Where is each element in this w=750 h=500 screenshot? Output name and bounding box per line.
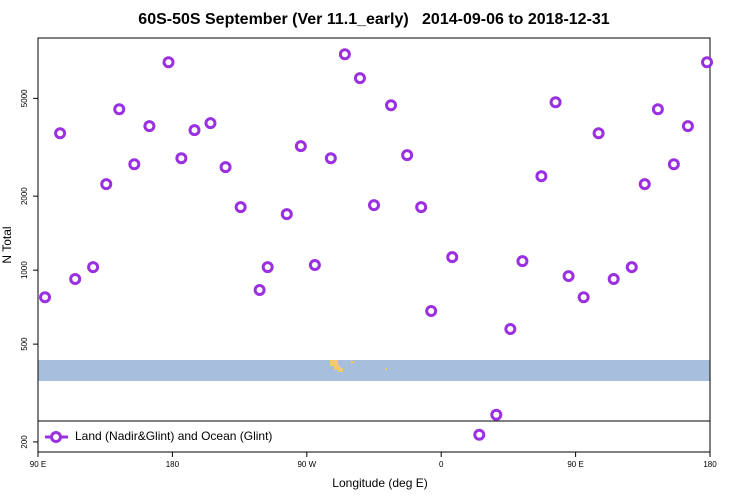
point (54, 127, 67, 140)
point (338, 48, 351, 61)
point (625, 261, 638, 274)
point (385, 99, 398, 112)
point (204, 117, 217, 130)
x-tick-label: 180 (166, 460, 180, 469)
point (607, 273, 620, 286)
point (415, 201, 428, 214)
point (353, 72, 366, 85)
point (280, 208, 293, 221)
point (446, 251, 459, 264)
x-tick-label: 90 W (297, 460, 316, 469)
point (368, 199, 380, 212)
x-tick-label: 90 E (30, 460, 46, 469)
land-specks (330, 360, 387, 372)
point (473, 428, 486, 441)
point (651, 103, 664, 116)
point (490, 408, 503, 421)
y-tick-label: 1000 (20, 261, 29, 279)
y-tick-label: 200 (20, 435, 29, 449)
y-axis-label: N Total (0, 226, 14, 263)
point (562, 270, 575, 283)
point (143, 120, 156, 133)
point (308, 259, 321, 272)
chart-title: 60S-50S September (Ver 11.1_early) 2014-… (138, 11, 610, 28)
point (253, 284, 266, 297)
point (401, 149, 414, 162)
legend-marker (50, 431, 62, 443)
point (701, 56, 714, 69)
x-axis-label: Longitude (deg E) (332, 476, 427, 490)
point (113, 103, 126, 116)
point (549, 96, 562, 109)
point (324, 152, 337, 165)
map-strip (38, 360, 710, 381)
point (175, 152, 188, 165)
point (100, 178, 113, 191)
plot-frame (37, 37, 711, 453)
point (667, 158, 680, 171)
x-tick-label: 180 (703, 460, 717, 469)
x-tick-label: 90 E (567, 460, 583, 469)
legend-label: Land (Nadir&Glint) and Ocean (Glint) (75, 429, 272, 443)
point (128, 158, 141, 171)
point (39, 291, 52, 304)
point (681, 120, 694, 133)
point (234, 201, 247, 214)
point (516, 255, 529, 268)
point (162, 56, 175, 69)
x-tick-label: 0 (439, 460, 444, 469)
point (219, 161, 232, 174)
point (261, 261, 274, 274)
point (577, 291, 590, 304)
point (188, 124, 201, 137)
point (425, 304, 438, 317)
point (638, 178, 651, 191)
y-tick-label: 5000 (20, 89, 29, 107)
point (535, 170, 548, 183)
y-tick-label: 500 (20, 337, 29, 351)
point (592, 127, 605, 140)
point (69, 273, 82, 286)
point (504, 323, 517, 336)
point (294, 140, 307, 153)
y-tick-label: 2000 (20, 187, 29, 205)
point (87, 261, 100, 274)
